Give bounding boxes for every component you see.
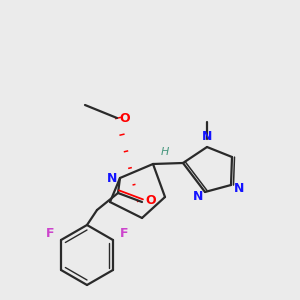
Text: F: F: [46, 227, 54, 240]
Text: H: H: [161, 147, 169, 157]
Text: N: N: [234, 182, 244, 196]
Text: N: N: [202, 130, 212, 143]
Text: O: O: [120, 112, 130, 124]
Text: F: F: [120, 227, 128, 240]
Text: O: O: [146, 194, 156, 206]
Text: N: N: [193, 190, 203, 202]
Text: N: N: [107, 172, 117, 184]
